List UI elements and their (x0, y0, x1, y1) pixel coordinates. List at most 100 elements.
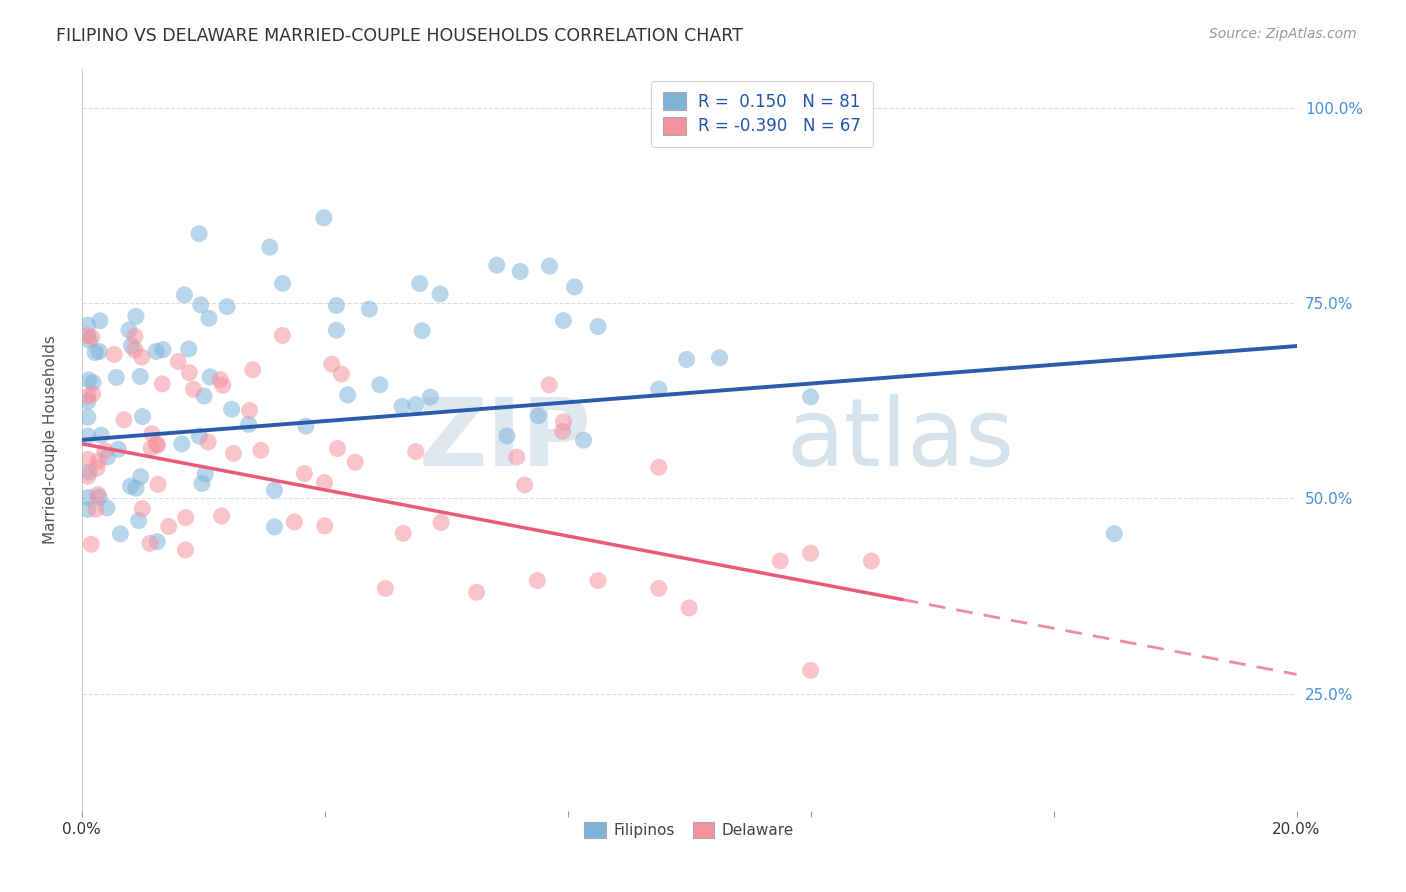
Point (145, 344, 167, 359)
Point (408, 277, 430, 291)
Point (82, 387, 104, 401)
Point (174, 542, 197, 557)
Point (183, 382, 205, 396)
Point (198, 311, 221, 326)
Point (215, 300, 238, 314)
Point (336, 388, 359, 402)
Point (314, 475, 336, 490)
Point (87, 490, 110, 504)
Point (131, 409, 153, 424)
Text: atlas: atlas (786, 394, 1015, 486)
Point (84, 502, 107, 516)
Point (129, 469, 152, 483)
Point (242, 363, 264, 377)
Point (96, 500, 118, 515)
Point (211, 508, 233, 523)
Point (190, 298, 212, 312)
Point (124, 329, 146, 343)
Point (77, 465, 100, 479)
Point (527, 409, 550, 423)
Point (120, 339, 142, 353)
Point (89, 314, 111, 328)
Point (76, 429, 98, 443)
Point (513, 478, 536, 492)
Point (76, 491, 98, 505)
Point (325, 299, 347, 313)
Point (80, 537, 103, 551)
Point (330, 367, 353, 381)
Point (124, 343, 146, 357)
Point (1104, 526, 1126, 541)
Point (141, 426, 163, 441)
Point (118, 323, 141, 337)
Point (271, 328, 294, 343)
Point (238, 403, 260, 417)
Point (90, 428, 112, 442)
Point (76, 469, 98, 483)
Point (145, 437, 167, 451)
Point (131, 501, 153, 516)
Point (76, 452, 98, 467)
Point (374, 582, 396, 596)
Point (208, 373, 231, 387)
Point (263, 483, 285, 498)
Point (76, 410, 98, 425)
Point (150, 376, 173, 391)
Point (125, 481, 148, 495)
Point (430, 516, 453, 530)
Point (84, 345, 107, 359)
Y-axis label: Married-couple Households: Married-couple Households (44, 335, 58, 544)
Point (506, 450, 529, 464)
Point (167, 354, 190, 368)
Point (197, 434, 219, 449)
Point (572, 433, 595, 447)
Point (271, 277, 294, 291)
Point (191, 476, 214, 491)
Point (128, 514, 150, 528)
Point (526, 574, 548, 588)
Point (465, 585, 488, 599)
Point (77, 373, 100, 387)
Point (120, 479, 142, 493)
Point (551, 425, 574, 439)
Point (146, 477, 169, 491)
Point (80, 330, 103, 344)
Legend: Filipinos, Delaware: Filipinos, Delaware (578, 816, 800, 845)
Point (648, 460, 671, 475)
Point (139, 536, 162, 550)
Point (188, 227, 211, 241)
Point (82, 376, 104, 390)
Point (411, 324, 433, 338)
Point (564, 280, 586, 294)
Point (405, 444, 427, 458)
Point (87, 487, 110, 501)
Point (259, 240, 281, 254)
Point (800, 664, 823, 678)
Point (87, 344, 110, 359)
Point (86, 461, 108, 475)
Point (769, 554, 792, 568)
Point (325, 323, 347, 337)
Point (222, 446, 245, 460)
Text: ZIP: ZIP (419, 394, 592, 486)
Point (188, 429, 211, 443)
Point (538, 377, 561, 392)
Point (648, 582, 671, 596)
Point (105, 370, 128, 384)
Point (405, 398, 427, 412)
Point (263, 520, 285, 534)
Point (194, 467, 217, 482)
Point (359, 302, 381, 317)
Point (198, 370, 221, 384)
Point (586, 574, 609, 588)
Point (860, 554, 883, 568)
Point (170, 437, 193, 451)
Point (76, 394, 98, 409)
Point (295, 419, 318, 434)
Point (221, 402, 243, 417)
Point (125, 310, 148, 324)
Point (586, 319, 609, 334)
Point (76, 502, 98, 516)
Point (678, 601, 700, 615)
Point (77, 333, 100, 347)
